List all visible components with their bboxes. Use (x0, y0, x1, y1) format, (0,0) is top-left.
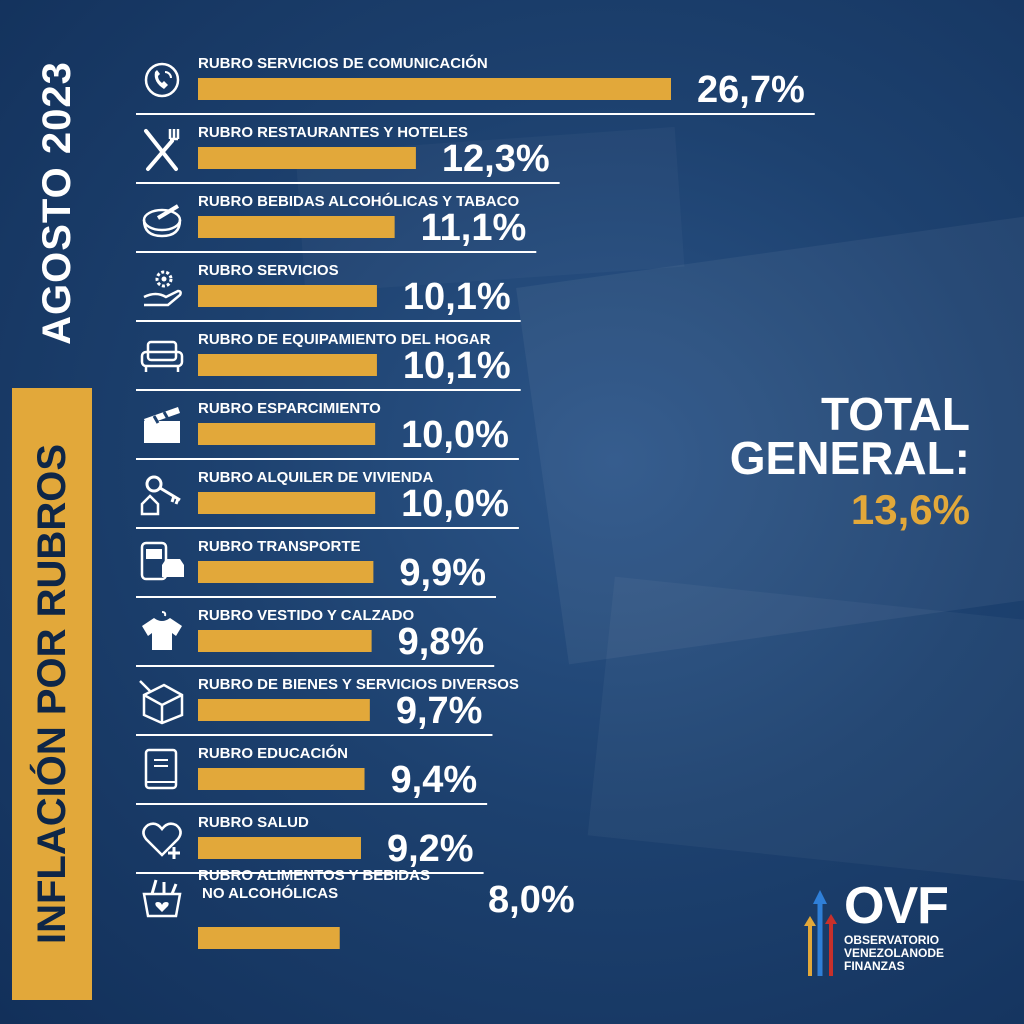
book-icon (144, 748, 178, 790)
shirt-icon (142, 611, 182, 650)
phone-icon (144, 62, 180, 98)
value-label: 11,1% (421, 207, 527, 249)
logo-line-2: VENEZOLANODE (844, 946, 945, 960)
category-label: RUBRO ALIMENTOS Y BEBIDAS NO ALCOHÓLICAS (198, 867, 430, 902)
total-general-value: 13,6% (850, 486, 970, 533)
value-label: 9,9% (399, 552, 486, 594)
category-label: RUBRO ALQUILER DE VIVIENDA (198, 469, 433, 486)
total-general-label: TOTAL GENERAL: (729, 388, 970, 484)
box-icon (139, 680, 184, 725)
value-label: 12,3% (442, 138, 550, 180)
bar (198, 927, 340, 949)
category-label: RUBRO SERVICIOS DE COMUNICACIÓN (198, 54, 488, 72)
ovf-logo: OVF OBSERVATORIO VENEZOLANODE FINANZAS (800, 880, 980, 980)
category-label: RUBRO RESTAURANTES Y HOTELES (198, 124, 468, 141)
category-label: RUBRO ESPARCIMIENTO (198, 400, 381, 417)
bar (198, 354, 377, 376)
heart-plus-icon (142, 822, 182, 859)
category-label: RUBRO DE EQUIPAMIENTO DEL HOGAR (198, 331, 491, 348)
utensils-icon (144, 129, 180, 171)
bar (198, 837, 361, 859)
value-label: 8,0% (488, 879, 575, 921)
arrows-logo-icon (804, 890, 837, 976)
logo-line-3: FINANZAS (844, 959, 905, 973)
category-label: RUBRO BEBIDAS ALCOHÓLICAS Y TABACO (198, 192, 519, 210)
grocery-basket-icon (142, 879, 182, 918)
value-label: 10,1% (403, 276, 511, 318)
bar (198, 699, 370, 721)
logo-line-1: OBSERVATORIO (844, 933, 940, 947)
bar (198, 768, 365, 790)
category-label: RUBRO VESTIDO Y CALZADO (198, 607, 414, 624)
value-label: 9,2% (387, 828, 474, 870)
category-label: RUBRO SALUD (198, 814, 309, 831)
gear-hand-icon (143, 270, 182, 307)
bar (198, 216, 395, 238)
clapperboard-icon (144, 407, 180, 443)
key-house-icon (140, 475, 181, 516)
value-label: 9,4% (391, 759, 478, 801)
bar (198, 147, 416, 169)
value-label: 9,8% (398, 621, 485, 663)
sofa-icon (140, 340, 184, 372)
bar (198, 561, 374, 583)
category-label: RUBRO EDUCACIÓN (198, 744, 348, 762)
value-label: 10,0% (401, 483, 509, 525)
value-label: 9,7% (396, 690, 483, 732)
bar (198, 423, 376, 445)
category-label: RUBRO SERVICIOS (198, 262, 339, 279)
bar (198, 492, 376, 514)
bar (198, 630, 372, 652)
ashtray-icon (142, 204, 182, 238)
value-label: 10,1% (403, 345, 511, 387)
bar (198, 285, 377, 307)
logo-mark: OVF (844, 877, 949, 935)
category-label: RUBRO DE BIENES Y SERVICIOS DIVERSOS (198, 676, 519, 693)
value-label: 26,7% (697, 69, 805, 111)
category-label: RUBRO TRANSPORTE (198, 538, 361, 555)
value-label: 10,0% (401, 414, 509, 456)
bus-car-icon (140, 541, 184, 581)
bar (198, 78, 671, 100)
